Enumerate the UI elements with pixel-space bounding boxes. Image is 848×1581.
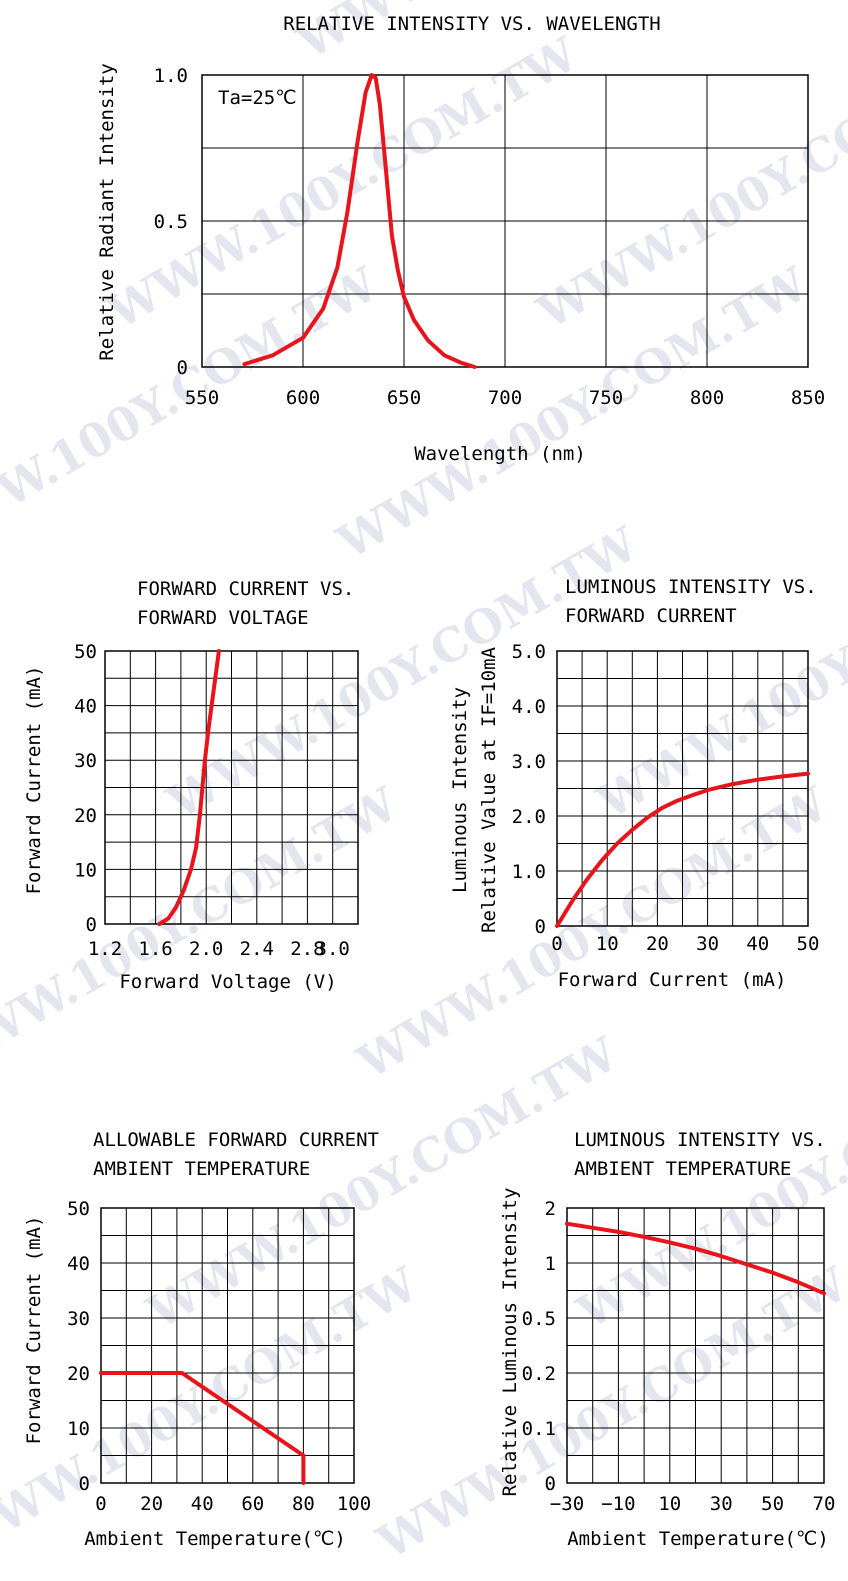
x-tick-label: 2.4 [240, 938, 274, 960]
chart-title: AMBIENT TEMPERATURE [574, 1158, 791, 1180]
x-tick-label: 650 [387, 387, 421, 409]
y-tick-label: 0 [545, 1473, 556, 1495]
y-tick-label: 50 [74, 641, 97, 663]
y-tick-label: 0 [86, 914, 97, 936]
x-tick-label: 3.0 [316, 938, 350, 960]
x-tick-label: 40 [191, 1493, 214, 1515]
x-axis-label: Wavelength (nm) [414, 443, 586, 465]
y-tick-label: 1.0 [512, 861, 546, 883]
x-axis-label: Forward Current (mA) [558, 969, 787, 991]
x-tick-label: 1.6 [138, 938, 172, 960]
x-tick-label: 550 [185, 387, 219, 409]
x-tick-label: 10 [658, 1493, 681, 1515]
y-tick-label: 4.0 [512, 696, 546, 718]
x-tick-label: 70 [813, 1493, 836, 1515]
x-tick-label: 100 [337, 1493, 371, 1515]
chart-luminous-intensity-vs-forward-current: LUMINOUS INTENSITY VS. FORWARD CURRENT 0 10… [449, 576, 819, 991]
y-axis-label: Relative Luminous Intensity [499, 1188, 521, 1497]
x-tick-label: 10 [596, 933, 619, 955]
y-axis-label: Luminous Intensity [449, 687, 471, 893]
x-tick-label: 60 [241, 1493, 264, 1515]
y-tick-label: 20 [74, 805, 97, 827]
chart-forward-current-vs-forward-voltage: FORWARD CURRENT VS. FORWARD VOLTAGE 1.2 1.6… [23, 578, 359, 993]
y-axis-label: Forward Current (mA) [23, 1216, 45, 1445]
y-tick-label: 40 [67, 1253, 90, 1275]
x-axis-label: Forward Voltage (V) [119, 971, 336, 993]
y-tick-label: 40 [74, 696, 97, 718]
x-tick-label: 2.8 [290, 938, 324, 960]
series-line [99, 1371, 306, 1485]
chart-title: ALLOWABLE FORWARD CURRENT [93, 1129, 379, 1151]
chart-luminous-intensity-vs-ambient-temperature: LUMINOUS INTENSITY VS. AMBIENT TEMPERATUR… [499, 1129, 835, 1550]
y-tick-label: 5.0 [512, 641, 546, 663]
x-tick-label: 750 [589, 387, 623, 409]
x-tick-label: 20 [140, 1493, 163, 1515]
x-tick-label: 50 [761, 1493, 784, 1515]
x-tick-label: 30 [710, 1493, 733, 1515]
chart-relative-intensity-vs-wavelength: RELATIVE INTENSITY VS. WAVELENGTH 550 600 6… [96, 13, 825, 465]
y-tick-label: 10 [74, 859, 97, 881]
x-tick-label: −10 [601, 1493, 635, 1515]
y-axis-label: Relative Radiant Intensity [96, 63, 118, 360]
chart-title: LUMINOUS INTENSITY VS. [574, 1129, 826, 1151]
x-axis-label: Ambient Temperature(℃) [567, 1528, 829, 1550]
x-tick-label: 50 [797, 933, 820, 955]
x-tick-label: 0 [551, 933, 562, 955]
y-tick-label: 30 [74, 750, 97, 772]
plot-frame [201, 74, 809, 368]
temperature-annotation: Ta=25℃ [218, 87, 297, 109]
plot-frame [100, 1207, 355, 1484]
y-tick-label: 30 [67, 1308, 90, 1330]
x-tick-label: 1.2 [88, 938, 122, 960]
y-tick-label: 0.2 [522, 1363, 556, 1385]
x-tick-label: 40 [746, 933, 769, 955]
chart-title: LUMINOUS INTENSITY VS. [565, 576, 817, 598]
y-tick-label: 1 [545, 1253, 556, 1275]
x-tick-label: 850 [791, 387, 825, 409]
x-tick-label: 0 [95, 1493, 106, 1515]
x-tick-label: −30 [550, 1493, 584, 1515]
y-tick-label: 0 [535, 916, 546, 938]
y-tick-label: 0.1 [522, 1418, 556, 1440]
x-tick-label: 20 [646, 933, 669, 955]
plot-frame [556, 650, 809, 927]
x-tick-label: 600 [286, 387, 320, 409]
chart-title: RELATIVE INTENSITY VS. WAVELENGTH [283, 13, 661, 35]
y-tick-label: 0 [79, 1473, 90, 1495]
y-tick-label: 1.0 [154, 65, 188, 87]
x-tick-label: 30 [696, 933, 719, 955]
y-tick-label: 10 [67, 1418, 90, 1440]
chart-title: AMBIENT TEMPERATURE [93, 1158, 310, 1180]
y-tick-label: 20 [67, 1363, 90, 1385]
x-tick-label: 800 [690, 387, 724, 409]
y-tick-label: 0.5 [154, 211, 188, 233]
y-tick-label: 2.0 [512, 806, 546, 828]
x-tick-label: 2.0 [189, 938, 223, 960]
series-line [555, 771, 810, 928]
x-tick-label: 700 [488, 387, 522, 409]
x-tick-label: 80 [292, 1493, 315, 1515]
series-line [157, 649, 221, 926]
y-tick-label: 3.0 [512, 751, 546, 773]
x-axis-label: Ambient Temperature(℃) [84, 1528, 346, 1550]
chart-title: FORWARD VOLTAGE [137, 607, 309, 629]
y-axis-label: Forward Current (mA) [23, 666, 45, 895]
y-tick-label: 50 [67, 1198, 90, 1220]
watermark-text: WWW.100Y.COM.TW [0, 776, 408, 1090]
chart-title: FORWARD CURRENT VS. [137, 578, 354, 600]
y-tick-label: 2 [545, 1198, 556, 1220]
series-line [565, 1221, 826, 1296]
plot-frame [566, 1207, 825, 1484]
y-axis-label: Relative Value at IF=10mA [478, 646, 500, 933]
chart-allowable-forward-current-vs-ambient-temperature: ALLOWABLE FORWARD CURRENT AMBIENT TEMPERA… [23, 1129, 379, 1550]
series-line [242, 73, 477, 369]
y-tick-label: 0 [177, 357, 188, 379]
chart-title: FORWARD CURRENT [565, 605, 737, 627]
plot-frame [104, 650, 359, 925]
y-tick-label: 0.5 [522, 1308, 556, 1330]
